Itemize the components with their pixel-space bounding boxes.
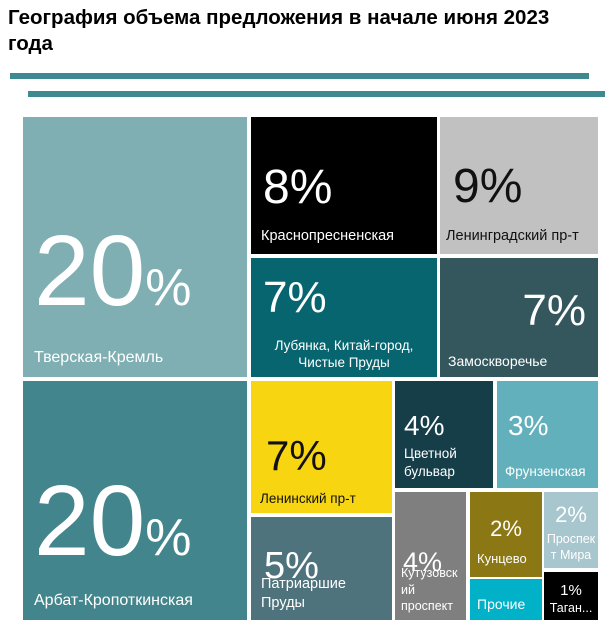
tile-value: 2% <box>555 502 587 527</box>
tile-value: 1% <box>560 582 582 599</box>
tile-value: 20% <box>34 215 192 327</box>
tile-value: 20% <box>34 465 192 577</box>
tile-value: 4% <box>404 410 445 441</box>
tile-label: Замоскворечье <box>448 352 548 369</box>
tile-value: 4% <box>403 547 443 577</box>
tile-label: Краснопресненская <box>261 228 395 245</box>
treemap-chart: 20% Тверская-Кремль 20% Арбат-Кропоткинс… <box>23 117 598 620</box>
tile-label: Ленинский пр-т <box>260 491 356 507</box>
treemap-tile-leningradskiy-prospekt: 9% Ленинградский пр-т <box>440 117 598 254</box>
tile-value: 7% <box>266 432 327 479</box>
treemap-tile-kuntsevo: 2% Кунцево <box>470 492 542 577</box>
treemap-tile-lubyanka-kitay-gorod: 7% Лубянка, Китай-город, Чистые Пруды <box>251 258 437 377</box>
tile-value: 9% <box>453 160 523 213</box>
tile-label: Арбат-Кропоткинская <box>34 592 193 610</box>
treemap-tile-prospekt-mira: 2% Проспект Мира <box>544 492 598 568</box>
treemap-tile-frunzenskaya: 3% Фрунзенская <box>497 381 598 488</box>
tile-value: 3% <box>508 410 549 441</box>
tile-label: Прочие <box>477 595 526 612</box>
tile-label: Патриаршие Пруды <box>261 576 346 612</box>
tile-label: Тверская-Кремль <box>34 349 164 367</box>
divider-bar-primary <box>10 73 589 79</box>
tile-label: Лубянка, Китай-город, Чистые Пруды <box>274 337 414 371</box>
treemap-tile-taganskaya-truncated: 1% Таган... <box>544 572 598 620</box>
tile-label: Проспект Мира <box>546 531 596 562</box>
tile-value: 2% <box>490 516 522 541</box>
treemap-tile-leninskiy-prospekt: 7% Ленинский пр-т <box>251 381 392 513</box>
treemap-tile-arbat-kropotkinskaya: 20% Арбат-Кропоткинская <box>23 381 247 620</box>
tile-label: Кунцево <box>477 551 527 567</box>
treemap-tile-zamoskvorechye: 7% Замоскворечье <box>440 258 598 377</box>
tile-label: Цветной бульвар <box>404 445 457 479</box>
tile-value: 5% <box>264 545 319 587</box>
treemap-tile-patriarshie-prudy: 5% Патриаршие Пруды <box>251 517 392 620</box>
tile-value: 7% <box>263 273 327 322</box>
tile-value: 7% <box>522 286 586 335</box>
tile-label: Кутузовский проспект <box>401 566 458 613</box>
tile-label: Таган... <box>549 600 593 615</box>
treemap-tile-prochie: Прочие <box>470 579 542 620</box>
treemap-tile-kutuzovskiy-prospekt: 4% Кутузовский проспект <box>395 492 466 620</box>
treemap-tile-tsvetnoy-bulvar: 4% Цветной бульвар <box>395 381 493 488</box>
treemap-tile-krasnopresnenskaya: 8% Краснопресненская <box>251 117 437 254</box>
treemap-tile-tverskaya-kreml: 20% Тверская-Кремль <box>23 117 247 377</box>
divider-bar-secondary <box>28 91 605 97</box>
tile-value: 8% <box>263 161 333 214</box>
page-title: География объема предложения в начале ию… <box>8 6 550 56</box>
tile-label: Фрунзенская <box>505 464 586 480</box>
tile-label: Ленинградский пр-т <box>446 228 579 245</box>
